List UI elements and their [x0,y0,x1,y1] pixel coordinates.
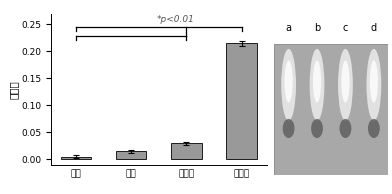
Ellipse shape [281,49,296,120]
Bar [274,44,388,175]
Ellipse shape [368,119,380,138]
Ellipse shape [338,49,353,120]
Ellipse shape [341,61,350,103]
Ellipse shape [285,61,293,103]
Ellipse shape [339,119,351,138]
Text: b: b [314,23,320,33]
Ellipse shape [367,49,381,120]
Text: *p<0.01: *p<0.01 [156,15,194,24]
Y-axis label: 吸光度: 吸光度 [8,80,18,99]
Bar [171,143,201,159]
Ellipse shape [310,49,325,120]
Ellipse shape [370,61,378,103]
Ellipse shape [313,61,321,103]
Ellipse shape [311,119,323,138]
Bar [116,151,146,159]
Bar [274,16,388,44]
Text: c: c [343,23,348,33]
Bar [227,43,257,159]
Bar [61,157,91,159]
Ellipse shape [283,119,294,138]
Bar [274,44,388,175]
Text: a: a [286,23,292,33]
Text: d: d [371,23,377,33]
